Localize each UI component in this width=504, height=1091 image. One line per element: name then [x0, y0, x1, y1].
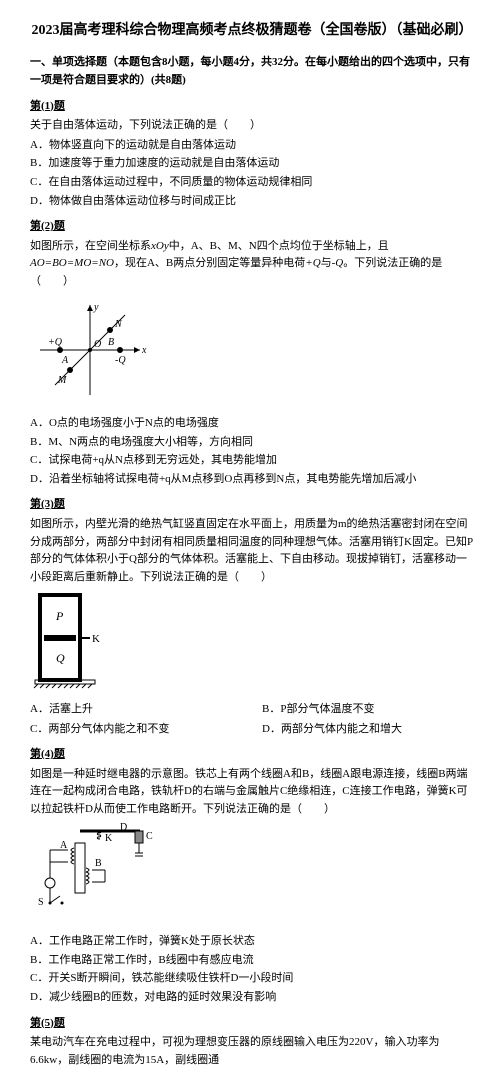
q4-figure: S A B D C K: [30, 823, 474, 930]
q3-number: 第(3)题: [30, 496, 474, 514]
q4-number: 第(4)题: [30, 746, 474, 764]
section-heading: 一、单项选择题（本题包含8小题，每小题4分，共32分。在每小题给出的四个选项中，…: [30, 54, 474, 89]
q3-opt-b: B．P部分气体温度不变: [262, 701, 474, 719]
svg-text:B: B: [95, 858, 102, 869]
svg-text:M: M: [57, 375, 67, 386]
q4-opt-c: C．开关S断开瞬间，铁芯能继续吸住铁杆D一小段时间: [30, 970, 474, 988]
q5-text: 某电动汽车在充电过程中，可视为理想变压器的原线圈输入电压为220V，输入功率为6…: [30, 1034, 474, 1069]
svg-text:B: B: [108, 337, 114, 348]
q3-figure: P Q K: [30, 590, 474, 697]
page-title: 2023届高考理科综合物理高频考点终极猜题卷（全国卷版）（基础必刷）: [30, 20, 474, 42]
svg-text:+Q: +Q: [48, 337, 63, 348]
q1-text: 关于自由落体运动，下列说法正确的是（ ）: [30, 117, 474, 135]
q4-options: A．工作电路正常工作时，弹簧K处于原长状态 B．工作电路正常工作时，B线圈中有感…: [30, 933, 474, 1006]
q2-opt-b: B．M、N两点的电场强度大小相等，方向相同: [30, 434, 474, 452]
q1-opt-c: C．在自由落体运动过程中，不同质量的物体运动规律相同: [30, 174, 474, 192]
svg-text:A: A: [61, 355, 69, 366]
q3-opt-a: A．活塞上升: [30, 701, 242, 719]
q2-opt-a: A．O点的电场强度小于N点的电场强度: [30, 415, 474, 433]
svg-text:A: A: [60, 840, 68, 851]
svg-text:Q: Q: [56, 651, 65, 665]
svg-text:S: S: [38, 897, 44, 908]
q3-opt-d: D．两部分气体内能之和增大: [262, 721, 474, 739]
q1-opt-d: D．物体做自由落体运动位移与时间成正比: [30, 193, 474, 211]
q2-number: 第(2)题: [30, 218, 474, 236]
svg-text:K: K: [92, 633, 100, 645]
q1-opt-a: A．物体竖直向下的运动就是自由落体运动: [30, 137, 474, 155]
svg-text:K: K: [105, 833, 113, 844]
q4-opt-b: B．工作电路正常工作时，B线圈中有感应电流: [30, 952, 474, 970]
svg-text:y: y: [93, 302, 99, 313]
svg-text:-Q: -Q: [115, 355, 126, 366]
q1-opt-b: B．加速度等于重力加速度的运动就是自由落体运动: [30, 155, 474, 173]
q5-number: 第(5)题: [30, 1015, 474, 1033]
q3-opt-c: C．两部分气体内能之和不变: [30, 721, 242, 739]
svg-text:O: O: [94, 339, 101, 350]
svg-text:N: N: [114, 319, 123, 330]
q4-opt-d: D．减少线圈B的匝数，对电路的延时效果没有影响: [30, 989, 474, 1007]
q3-options: A．活塞上升 B．P部分气体温度不变 C．两部分气体内能之和不变 D．两部分气体…: [30, 701, 474, 738]
q1-number: 第(1)题: [30, 98, 474, 116]
q1-options: A．物体竖直向下的运动就是自由落体运动 B．加速度等于重力加速度的运动就是自由落…: [30, 137, 474, 210]
q2-options: A．O点的电场强度小于N点的电场强度 B．M、N两点的电场强度大小相等，方向相同…: [30, 415, 474, 488]
svg-text:P: P: [55, 609, 64, 623]
q2-figure: N y x O +Q -Q M B A: [30, 295, 474, 412]
q3-text: 如图所示，内壁光滑的绝热气缸竖直固定在水平面上，用质量为m的绝热活塞密封闭在空间…: [30, 516, 474, 586]
svg-text:C: C: [146, 831, 153, 842]
q4-opt-a: A．工作电路正常工作时，弹簧K处于原长状态: [30, 933, 474, 951]
q2-text: 如图所示，在空间坐标系xOy中，A、B、M、N四个点均位于坐标轴上，且AO=BO…: [30, 238, 474, 291]
q4-text: 如图是一种延时继电器的示意图。铁芯上有两个线圈A和B，线圈A跟电源连接，线圈B两…: [30, 766, 474, 819]
svg-text:D: D: [120, 823, 127, 833]
svg-text:x: x: [141, 345, 147, 356]
q2-opt-c: C．试探电荷+q从N点移到无穷远处，其电势能增加: [30, 452, 474, 470]
q2-opt-d: D．沿着坐标轴将试探电荷+q从M点移到O点再移到N点，其电势能先增加后减小: [30, 471, 474, 489]
